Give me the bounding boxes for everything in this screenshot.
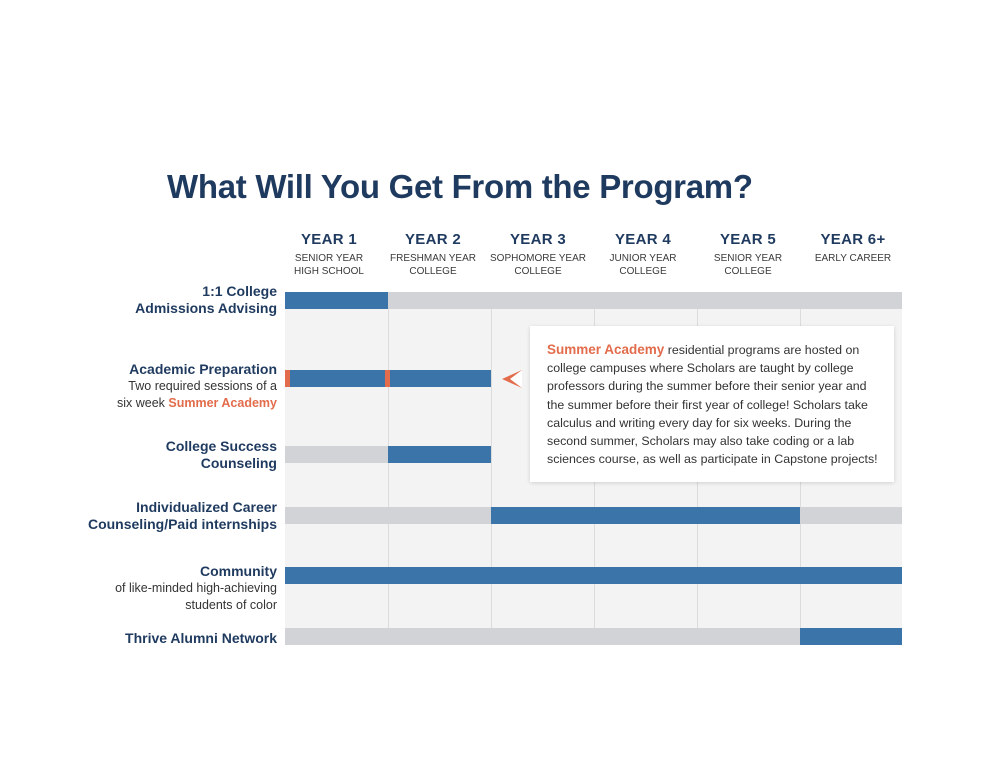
year-subtitle: SENIOR YEAR HIGH SCHOOL bbox=[293, 253, 364, 277]
year-label: YEAR 6+ bbox=[820, 231, 886, 248]
summer-academy-callout: Summer Academy residential programs are … bbox=[530, 326, 894, 482]
year-subtitle: SENIOR YEAR COLLEGE bbox=[713, 253, 783, 277]
career-bar bbox=[491, 507, 800, 524]
year-label: YEAR 4 bbox=[615, 231, 671, 248]
summer-academy-marker bbox=[385, 370, 390, 387]
year-label: YEAR 3 bbox=[510, 231, 566, 248]
advising-bar bbox=[285, 292, 388, 309]
row-label-community: Community of like-minded high-achieving … bbox=[115, 563, 277, 612]
year-label: YEAR 2 bbox=[405, 231, 461, 248]
year-header-5: YEAR 5 SENIOR YEAR COLLEGE bbox=[696, 231, 800, 278]
callout-pointer-arrow bbox=[502, 370, 522, 388]
alumni-track bbox=[285, 628, 902, 645]
callout-text: Summer Academy residential programs are … bbox=[547, 342, 878, 467]
row-label-alumni-network: Thrive Alumni Network bbox=[125, 630, 277, 646]
community-bar bbox=[285, 567, 902, 584]
year-header-1: YEAR 1 SENIOR YEAR HIGH SCHOOL bbox=[277, 231, 381, 278]
year-header-3: YEAR 3 SOPHOMORE YEAR COLLEGE bbox=[486, 231, 590, 278]
year-header-6: YEAR 6+ EARLY CAREER bbox=[801, 231, 905, 265]
row-label-college-success: College Success Counseling bbox=[165, 438, 277, 471]
summer-academy-marker bbox=[285, 370, 290, 387]
year-header-4: YEAR 4 JUNIOR YEAR COLLEGE bbox=[591, 231, 695, 278]
alumni-bar bbox=[800, 628, 902, 645]
row-label-advising: 1:1 College Admissions Advising bbox=[135, 283, 277, 316]
college-success-bar bbox=[388, 446, 491, 463]
year-divider bbox=[491, 309, 492, 645]
row-label-academic-preparation: Academic Preparation Two required sessio… bbox=[116, 361, 277, 410]
year-subtitle: JUNIOR YEAR COLLEGE bbox=[609, 253, 677, 277]
year-divider bbox=[388, 309, 389, 645]
page-title: What Will You Get From the Program? bbox=[167, 168, 753, 205]
year-header-2: YEAR 2 FRESHMAN YEAR COLLEGE bbox=[381, 231, 485, 278]
year-label: YEAR 5 bbox=[720, 231, 776, 248]
year-label: YEAR 1 bbox=[301, 231, 357, 248]
row-label-career-counseling: Individualized Career Counseling/Paid in… bbox=[87, 499, 277, 532]
year-subtitle: SOPHOMORE YEAR COLLEGE bbox=[490, 253, 586, 277]
year-subtitle: FRESHMAN YEAR COLLEGE bbox=[390, 253, 476, 277]
year-subtitle: EARLY CAREER bbox=[814, 253, 892, 264]
advising-track bbox=[285, 292, 902, 309]
